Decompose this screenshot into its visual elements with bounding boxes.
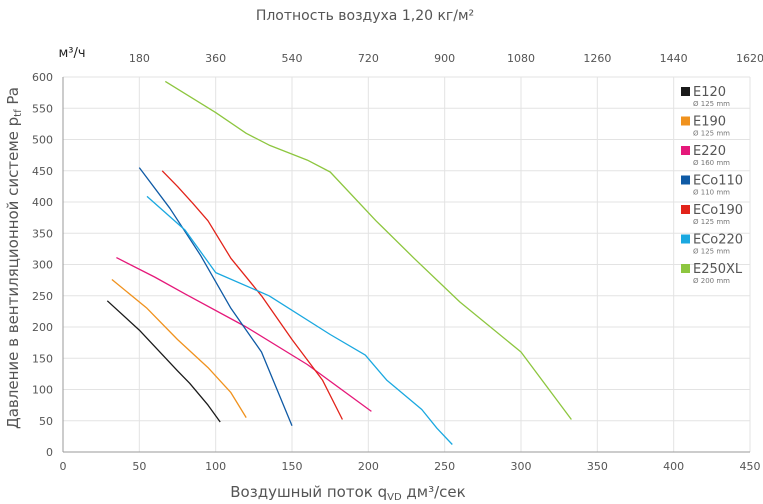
legend-label: E190 [693,115,726,130]
legend-label: ECo190 [693,203,743,218]
y-tick-label: 50 [39,415,53,428]
y-axis-label-sub: tf [13,109,24,117]
x-tick-label: 450 [740,460,761,473]
x-tick-label: 0 [60,460,67,473]
y-tick-label: 250 [32,290,53,303]
y-axis-label: Давление в вентиляционной системе ptf Pa [4,87,24,429]
series-line-eco190 [161,170,343,420]
x-axis-label-main: Воздушный поток q [230,483,387,501]
series-line-e250xl [164,80,572,420]
series-line-eco220 [146,195,453,445]
legend-sublabel: Ø 200 mm [693,277,730,285]
series-line-eco110 [138,167,293,427]
x-axis-label-sub: VD [387,492,402,503]
y-tick-label: 150 [32,352,53,365]
legend-sublabel: Ø 125 mm [693,130,730,138]
grid [63,76,751,452]
tick-labels: 0 50 100 150 200 250 300 350 400 450 500 550 600 0 50 1… [32,52,763,473]
x-tick-label: 300 [511,460,532,473]
series-line-e220 [116,257,372,412]
secondary-x-tick-label: 1260 [583,52,611,65]
legend-swatch [681,234,690,244]
y-tick-label: 600 [32,71,53,84]
x-tick-label: 150 [282,460,303,473]
y-tick-label: 450 [32,165,53,178]
y-tick-label: 400 [32,196,53,209]
y-tick-label: 350 [32,227,53,240]
legend-sublabel: Ø 125 mm [693,248,730,256]
x-tick-label: 200 [358,460,379,473]
legend-label: ECo110 [693,174,743,189]
legend-label: E220 [693,144,726,159]
secondary-x-unit: м³/ч [58,46,85,61]
secondary-x-tick-label: 180 [129,52,150,65]
legend-sublabel: Ø 125 mm [693,100,730,108]
y-tick-label: 100 [32,384,53,397]
legend-swatch [681,264,690,273]
x-tick-label: 50 [132,460,146,473]
y-tick-label: 500 [32,134,53,147]
y-tick-label: 0 [46,446,53,459]
secondary-x-tick-label: 720 [358,52,379,65]
x-axis-label-unit: дм³/сек [402,483,466,501]
legend-swatch [681,175,690,185]
x-tick-label: 400 [663,460,684,473]
x-axis-label: Воздушный поток qVD дм³/сек [230,483,465,503]
legend-swatch [681,87,690,96]
secondary-x-tick-label: 900 [434,52,455,65]
axes [62,77,750,453]
series-lines [106,80,572,445]
legend-sublabel: Ø 125 mm [693,218,730,226]
secondary-x-tick-label: 1440 [660,52,688,65]
x-tick-label: 100 [205,460,226,473]
x-tick-label: 250 [434,460,455,473]
legend-label: E250XL [693,262,743,277]
series-line-e190 [111,278,247,418]
secondary-x-tick-label: 1620 [736,52,763,65]
legend-swatch [681,146,690,155]
y-tick-label: 200 [32,321,53,334]
legend-label: E120 [693,85,726,100]
legend-swatch [681,116,690,126]
series-line-e120 [106,300,221,423]
secondary-x-tick-label: 1080 [507,52,535,65]
legend-sublabel: Ø 160 mm [693,159,730,167]
top-title: Плотность воздуха 1,20 кг/м² [256,8,474,24]
y-axis-label-unit: Pa [4,87,22,109]
x-tick-label: 350 [587,460,608,473]
legend-label: ECo220 [693,233,743,248]
y-axis-label-main: Давление в вентиляционной системе p [4,117,22,429]
y-tick-label: 550 [32,102,53,115]
y-tick-label: 300 [32,259,53,272]
secondary-x-tick-label: 360 [205,52,226,65]
legend-sublabel: Ø 110 mm [693,189,730,197]
secondary-x-tick-label: 540 [282,52,303,65]
legend-swatch [681,205,690,214]
